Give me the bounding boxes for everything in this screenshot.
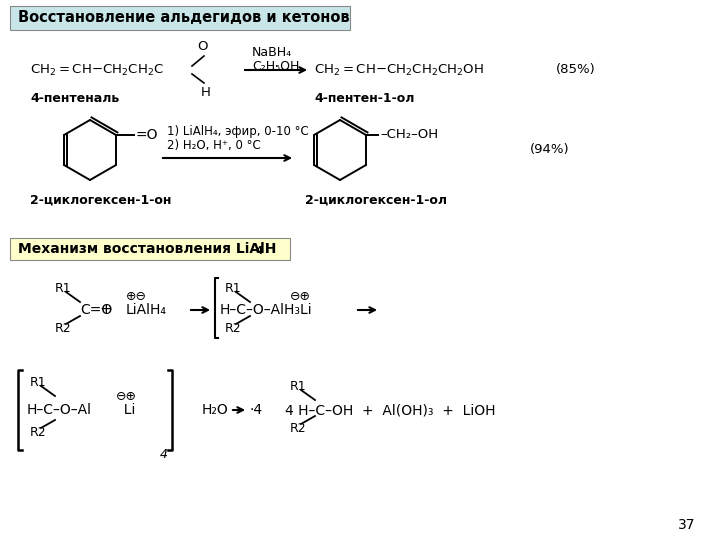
Text: 2-циклогексен-1-ол: 2-циклогексен-1-ол	[305, 193, 447, 206]
Text: (94%): (94%)	[530, 144, 570, 157]
FancyBboxPatch shape	[10, 238, 290, 260]
Text: LiAlH₄: LiAlH₄	[126, 303, 167, 317]
Text: Механизм восстановления LiAlH: Механизм восстановления LiAlH	[18, 242, 276, 256]
Text: O: O	[198, 40, 208, 53]
Text: ⊕⊖: ⊕⊖	[126, 291, 147, 303]
FancyBboxPatch shape	[10, 6, 350, 30]
Text: 37: 37	[678, 518, 695, 532]
Text: (85%): (85%)	[556, 64, 595, 77]
Text: H–C–O–AlH₃Li: H–C–O–AlH₃Li	[220, 303, 312, 317]
Text: =O: =O	[136, 128, 158, 142]
Text: 4-пентен-1-ол: 4-пентен-1-ол	[314, 91, 415, 105]
Text: $\mathregular{CH_2{=}CH{-}CH_2CH_2C}$: $\mathregular{CH_2{=}CH{-}CH_2CH_2C}$	[30, 63, 164, 78]
Text: C₂H₅OH: C₂H₅OH	[252, 59, 300, 72]
Text: 2-циклогексен-1-он: 2-циклогексен-1-он	[30, 193, 171, 206]
Text: R2: R2	[55, 321, 71, 334]
Text: 4: 4	[255, 246, 262, 256]
Text: ⊖⊕: ⊖⊕	[290, 291, 311, 303]
Text: R2: R2	[30, 426, 47, 438]
Text: +: +	[99, 302, 112, 318]
Text: Li: Li	[115, 403, 135, 417]
Text: 1) LiAlH₄, эфир, 0-10 °C: 1) LiAlH₄, эфир, 0-10 °C	[167, 125, 309, 138]
Text: H₂O: H₂O	[202, 403, 229, 417]
Text: R1: R1	[290, 380, 307, 393]
Text: ⊖⊕: ⊖⊕	[116, 390, 137, 403]
Text: –CH₂–OH: –CH₂–OH	[380, 129, 438, 141]
Text: 4 H–C–OH  +  Al(OH)₃  +  LiOH: 4 H–C–OH + Al(OH)₃ + LiOH	[285, 403, 495, 417]
Text: R1: R1	[225, 281, 242, 294]
Text: 4: 4	[160, 448, 168, 461]
Text: Восстановление альдегидов и кетонов: Восстановление альдегидов и кетонов	[18, 10, 350, 25]
Text: R2: R2	[225, 321, 242, 334]
Text: C=O: C=O	[80, 303, 112, 317]
Text: 2) H₂O, H⁺, 0 °C: 2) H₂O, H⁺, 0 °C	[167, 139, 261, 152]
Text: $\mathregular{CH_2{=}CH{-}CH_2CH_2CH_2OH}$: $\mathregular{CH_2{=}CH{-}CH_2CH_2CH_2OH…	[314, 63, 484, 78]
Text: R1: R1	[55, 281, 71, 294]
Text: 4-пентеналь: 4-пентеналь	[30, 91, 120, 105]
Text: R2: R2	[290, 422, 307, 435]
Text: H–C–O–Al: H–C–O–Al	[27, 403, 92, 417]
Text: R1: R1	[30, 375, 47, 388]
Text: H: H	[201, 86, 211, 99]
Text: ⋅4: ⋅4	[250, 403, 263, 417]
Text: NaBH₄: NaBH₄	[252, 45, 292, 58]
